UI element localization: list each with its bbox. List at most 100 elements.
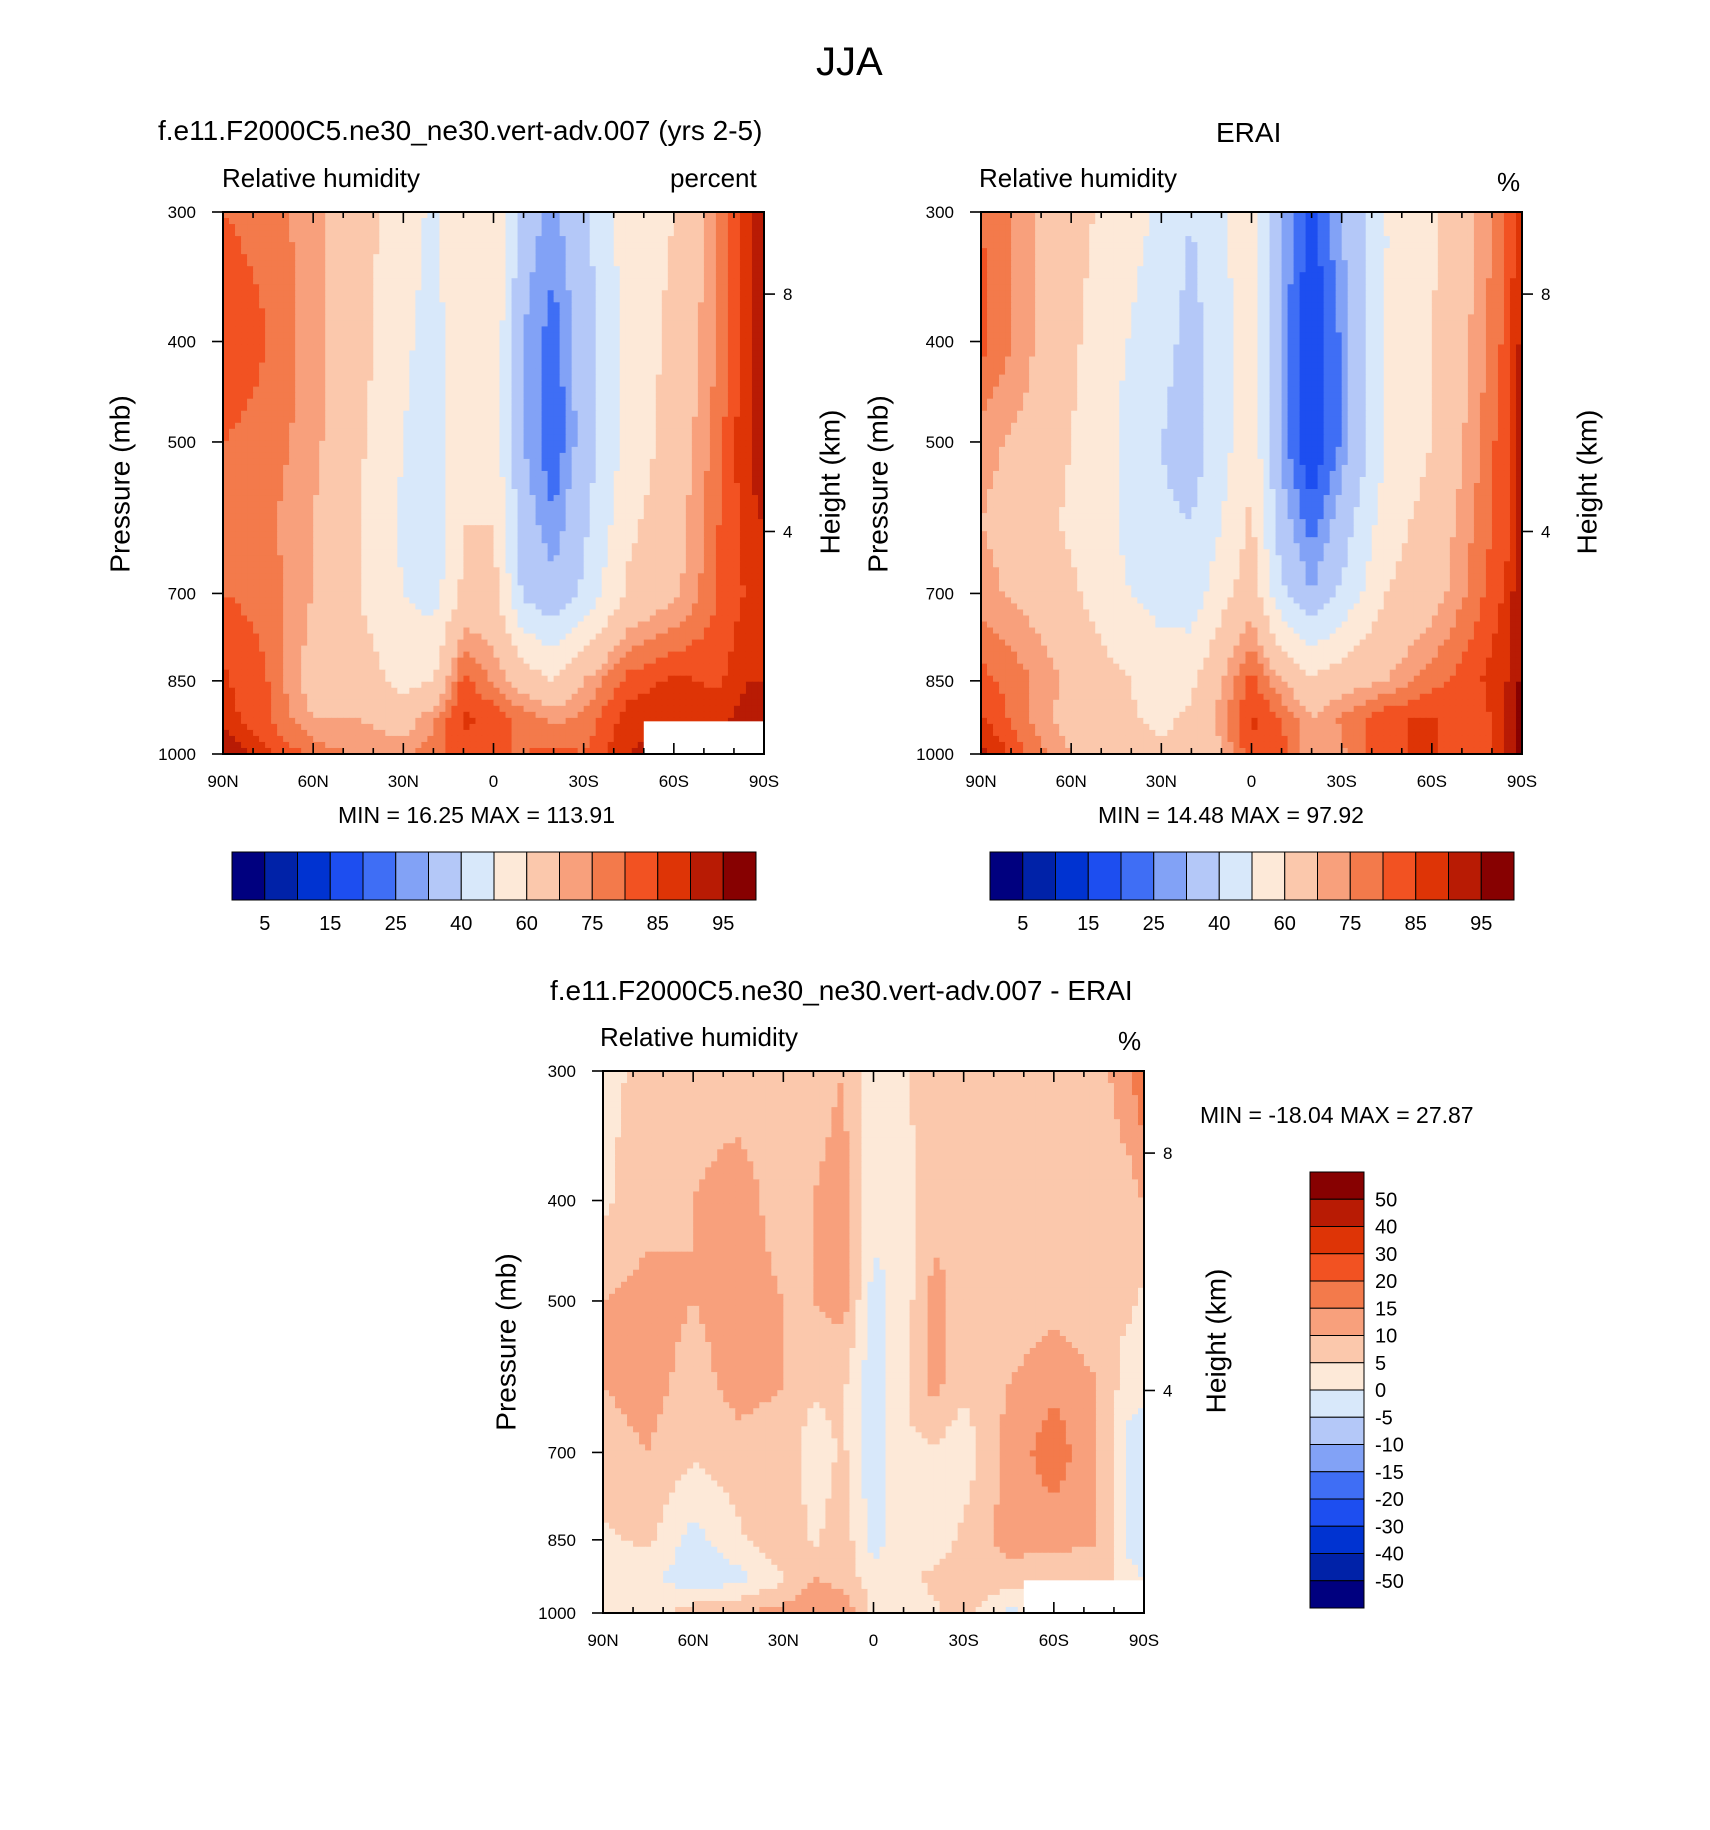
model-cell — [703, 242, 711, 249]
model-cell — [601, 398, 609, 406]
model-cell — [685, 434, 693, 442]
model-cell — [553, 350, 561, 358]
model-cell — [241, 537, 248, 544]
model-cell — [367, 326, 374, 334]
model-cell — [565, 290, 573, 297]
model-cell — [577, 338, 585, 346]
model-cell — [451, 224, 459, 231]
model-cell — [427, 440, 434, 448]
model-cell — [223, 332, 230, 340]
model-cell — [463, 254, 471, 261]
model-cell — [619, 446, 627, 454]
model-cell — [649, 404, 657, 412]
model-cell — [553, 446, 561, 454]
model-cell — [553, 230, 561, 237]
model-cell — [583, 344, 591, 352]
model-cell — [595, 507, 603, 514]
model-cell — [463, 501, 471, 508]
model-cell — [625, 284, 633, 291]
model-cell — [571, 392, 579, 400]
model-cell — [331, 254, 338, 261]
model-cell — [283, 356, 290, 364]
model-cell — [493, 338, 501, 346]
model-cell — [559, 507, 567, 514]
model-cell — [535, 501, 543, 508]
model-cell — [469, 440, 477, 448]
model-cell — [535, 483, 543, 490]
model-cell — [493, 422, 501, 430]
model-cell — [739, 404, 747, 412]
model-cell — [757, 350, 765, 358]
model-cell — [283, 338, 290, 346]
model-cell — [451, 272, 459, 279]
model-cell — [313, 368, 320, 376]
model-cell — [613, 344, 621, 352]
model-cell — [337, 507, 344, 514]
model-cell — [223, 452, 230, 460]
model-cell — [331, 464, 338, 472]
model-cell — [517, 380, 525, 388]
model-cell — [673, 290, 681, 297]
model-cell — [271, 350, 278, 358]
model-cell — [499, 428, 507, 436]
model-cell — [721, 452, 729, 460]
model-cell — [373, 501, 380, 508]
model-cell — [607, 236, 615, 243]
model-cell — [367, 458, 374, 466]
model-cell — [649, 290, 657, 297]
model-cell — [703, 398, 711, 406]
model-cell — [457, 242, 465, 249]
model-cell — [673, 332, 681, 340]
model-cell — [547, 218, 555, 225]
model-cell — [661, 320, 669, 328]
model-cell — [535, 254, 543, 261]
model-cell — [433, 338, 440, 346]
model-cell — [319, 320, 326, 328]
model-cell — [343, 464, 350, 472]
model-cell — [289, 404, 296, 412]
model-cell — [535, 452, 543, 460]
model-cell — [379, 368, 386, 376]
model-cell — [721, 513, 729, 520]
model-cell — [715, 236, 723, 243]
model-cell — [541, 302, 549, 309]
model-cell — [403, 507, 410, 514]
model-cell — [685, 308, 693, 315]
model-cell — [667, 338, 675, 346]
model-cell — [325, 501, 332, 508]
model-cell — [685, 362, 693, 370]
model-cell — [595, 266, 603, 273]
model-cell — [253, 332, 260, 340]
model-cell — [583, 537, 591, 544]
model-cell — [625, 476, 633, 484]
model-cell — [571, 326, 579, 334]
model-cell — [439, 483, 447, 490]
model-cell — [253, 525, 260, 532]
model-cell — [337, 338, 344, 346]
model-cell — [703, 537, 711, 544]
model-cell — [637, 398, 645, 406]
model-cell — [355, 284, 362, 291]
model-cell — [673, 338, 681, 346]
model-cell — [631, 230, 639, 237]
model-cell — [565, 531, 573, 538]
model-cell — [595, 320, 603, 328]
model-cell — [301, 392, 308, 400]
model-cell — [565, 489, 573, 496]
model-cell — [433, 368, 440, 376]
model-cell — [331, 489, 338, 496]
model-cell — [397, 362, 404, 370]
model-cell — [709, 224, 717, 231]
model-cell — [517, 476, 525, 484]
model-cell — [721, 368, 729, 376]
model-cell — [547, 284, 555, 291]
model-cell — [649, 248, 657, 255]
model-cell — [547, 338, 555, 346]
model-cell — [349, 230, 356, 237]
model-cell — [739, 218, 747, 225]
model-cell — [493, 476, 501, 484]
model-cell — [427, 416, 434, 424]
model-cell — [703, 404, 711, 412]
model-cell — [655, 236, 663, 243]
model-cell — [541, 392, 549, 400]
